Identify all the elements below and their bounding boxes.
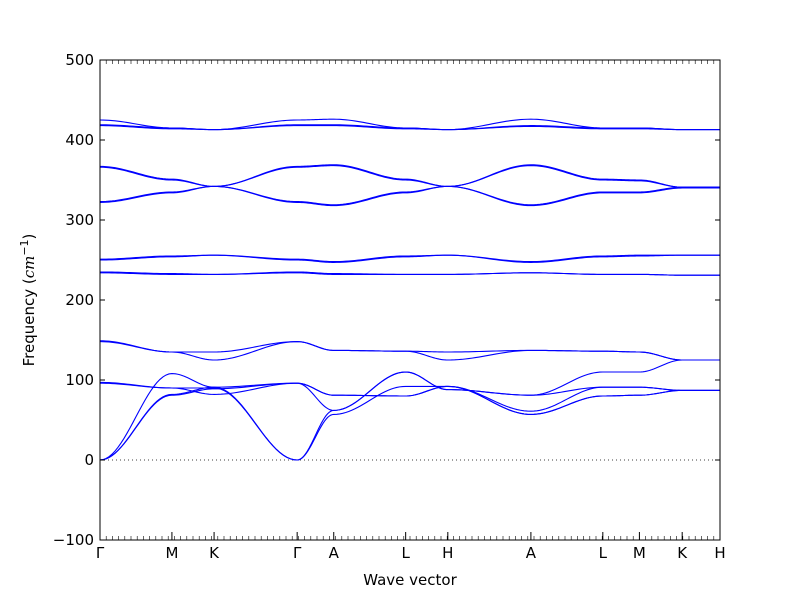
y-axis-label-text: Frequency xyxy=(20,289,38,367)
band-line-13 xyxy=(100,185,720,206)
band-line-11 xyxy=(100,254,720,263)
y-tick-label: 0 xyxy=(84,451,94,469)
minor-ticks xyxy=(99,60,721,540)
band-line-15 xyxy=(100,164,720,188)
y-axis-label: Frequency (cm−1) xyxy=(18,234,38,367)
y-axis-unit-exponent: −1 xyxy=(18,239,31,255)
band-line-9 xyxy=(100,271,720,276)
x-tick-label: K xyxy=(677,544,688,562)
y-axis-ticks: −100 0 100 200 300 400 500 xyxy=(53,51,720,549)
y-tick-label: −100 xyxy=(53,531,94,549)
band-line-5 xyxy=(100,359,720,411)
x-tick-label: L xyxy=(401,544,410,562)
x-tick-label: M xyxy=(165,544,178,562)
x-tick-label: L xyxy=(599,544,608,562)
x-tick-label: A xyxy=(526,544,537,562)
x-tick-label: K xyxy=(209,544,220,562)
band-lines xyxy=(100,118,720,461)
y-tick-label: 100 xyxy=(65,371,94,389)
y-tick-label: 300 xyxy=(65,211,94,229)
y-tick-label: 200 xyxy=(65,291,94,309)
x-axis-label: Wave vector xyxy=(363,571,457,589)
y-tick-label: 500 xyxy=(65,51,94,69)
band-line-18 xyxy=(100,118,720,131)
x-tick-label: H xyxy=(442,544,453,562)
x-tick-label: Γ xyxy=(293,544,302,562)
x-tick-label: Γ xyxy=(96,544,105,562)
plot-area xyxy=(100,60,720,540)
x-tick-label: A xyxy=(329,544,340,562)
svg-text:Frequency (cm−1): Frequency (cm−1) xyxy=(18,234,38,367)
x-tick-label: M xyxy=(633,544,646,562)
y-tick-label: 400 xyxy=(65,131,94,149)
y-axis-unit: cm xyxy=(20,256,38,279)
x-tick-label: H xyxy=(714,544,725,562)
band-line-7 xyxy=(100,340,720,361)
